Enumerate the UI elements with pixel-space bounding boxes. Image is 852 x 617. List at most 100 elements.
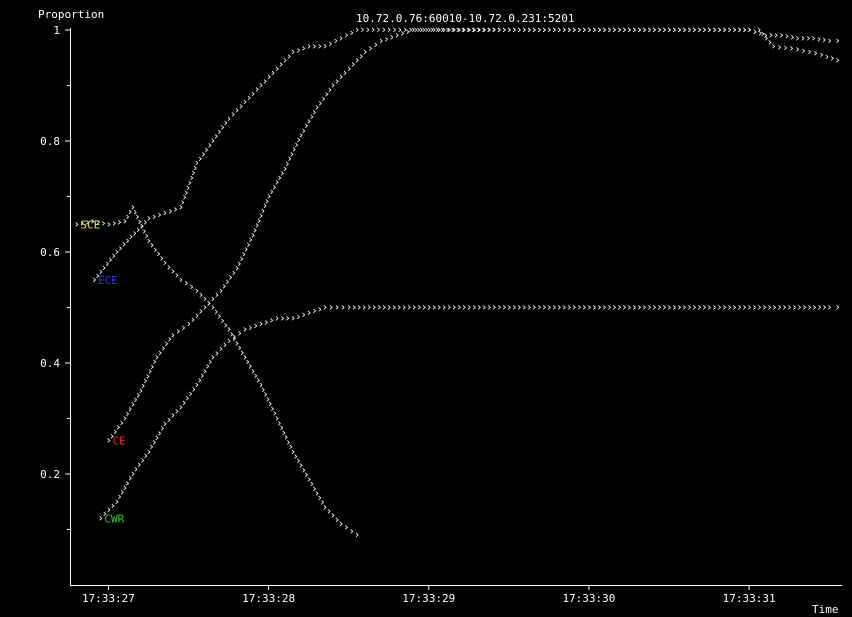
data-point: ›	[266, 190, 273, 203]
interp-marker: ›	[646, 301, 653, 314]
interp-marker: ›	[756, 301, 763, 314]
data-point: ›	[298, 128, 305, 141]
interp-marker: ›	[511, 23, 518, 36]
interp-marker: ›	[115, 420, 122, 433]
interp-marker: ›	[240, 247, 247, 260]
interp-marker: ›	[129, 398, 136, 411]
interp-marker: ›	[381, 301, 388, 314]
interp-marker: ›	[741, 23, 748, 36]
interp-marker: ›	[596, 23, 603, 36]
interp-marker: ›	[741, 301, 748, 314]
interp-marker: ›	[185, 181, 192, 194]
interp-marker: ›	[254, 219, 261, 232]
interp-marker: ›	[576, 301, 583, 314]
x-tick-label: 17:33:31	[723, 592, 776, 605]
data-point: ›	[818, 48, 825, 61]
interp-marker: ›	[636, 23, 643, 36]
interp-marker: ›	[671, 23, 678, 36]
data-point: ›	[218, 284, 225, 297]
data-point: ›	[226, 323, 233, 336]
interp-marker: ›	[238, 99, 245, 112]
interp-marker: ›	[327, 37, 334, 50]
interp-marker: ›	[686, 301, 693, 314]
data-point: ›	[506, 301, 513, 314]
interp-marker: ›	[656, 301, 663, 314]
interp-marker: ›	[136, 215, 143, 228]
interp-marker: ›	[135, 223, 142, 236]
interp-marker: ›	[124, 234, 131, 247]
interp-marker: ›	[651, 23, 658, 36]
interp-marker: ›	[186, 176, 193, 189]
data-point: ›	[378, 34, 385, 47]
interp-marker: ›	[621, 301, 628, 314]
interp-marker: ›	[101, 261, 108, 274]
data-point: ›	[290, 445, 297, 458]
x-axis-label: Time	[812, 603, 839, 616]
interp-marker: ›	[475, 23, 482, 36]
interp-marker: ›	[330, 509, 337, 522]
data-point: ›	[258, 378, 265, 391]
interp-marker: ›	[801, 301, 808, 314]
interp-marker: ›	[399, 27, 406, 40]
interp-marker: ›	[806, 301, 813, 314]
interp-marker: ›	[546, 301, 553, 314]
interp-marker: ›	[247, 321, 254, 334]
interp-marker: ›	[576, 23, 583, 36]
interp-marker: ›	[138, 219, 145, 232]
y-ticks: 0.2 0.4 0.6 0.8 1	[40, 24, 70, 530]
interp-marker: ›	[436, 23, 443, 36]
interp-marker: ›	[691, 23, 698, 36]
interp-marker: ›	[224, 275, 231, 288]
interp-marker: ›	[172, 202, 179, 215]
interp-marker: ›	[340, 301, 347, 314]
interp-marker: ›	[179, 196, 186, 209]
interp-marker: ›	[763, 31, 770, 44]
interp-marker: ›	[236, 326, 243, 339]
data-point: ›	[330, 79, 337, 92]
interp-marker: ›	[651, 23, 658, 36]
interp-marker: ›	[681, 23, 688, 36]
interp-marker: ›	[127, 205, 134, 218]
interp-marker: ›	[174, 269, 181, 282]
data-point: ›	[290, 312, 297, 325]
data-point: ›	[794, 31, 801, 44]
interp-marker: ›	[686, 23, 693, 36]
interp-marker: ›	[741, 23, 748, 36]
interp-marker: ›	[383, 32, 390, 45]
interp-marker: ›	[163, 337, 170, 350]
interp-marker: ›	[631, 301, 638, 314]
data-point: ›	[402, 23, 409, 36]
data-point: ›	[274, 62, 281, 75]
interp-marker: ›	[661, 23, 668, 36]
series-layer: › › › › › › › › › › › › › › › › › › › › › › › › › › › › › › › › › › › › › › › ›…	[73, 23, 840, 541]
interp-marker: ›	[824, 50, 831, 63]
data-point: ›	[810, 31, 817, 44]
interp-marker: ›	[234, 103, 241, 116]
interp-marker: ›	[391, 23, 398, 36]
interp-marker: ›	[696, 23, 703, 36]
interp-marker: ›	[471, 23, 478, 36]
interp-marker: ›	[415, 23, 422, 36]
interp-marker: ›	[260, 204, 267, 217]
data-point: ›	[178, 400, 185, 413]
interp-marker: ›	[112, 425, 119, 438]
interp-marker: ›	[541, 23, 548, 36]
interp-marker: ›	[412, 23, 419, 36]
interp-marker: ›	[300, 42, 307, 55]
interp-marker: ›	[149, 238, 156, 251]
interp-marker: ›	[456, 301, 463, 314]
interp-marker: ›	[216, 309, 223, 322]
interp-marker: ›	[358, 49, 365, 62]
data-point: ›	[129, 201, 136, 214]
interp-marker: ›	[646, 23, 653, 36]
interp-marker: ›	[166, 333, 173, 346]
interp-marker: ›	[441, 301, 448, 314]
interp-marker: ›	[616, 23, 623, 36]
interp-marker: ›	[306, 115, 313, 128]
interp-marker: ›	[396, 23, 403, 36]
interp-marker: ›	[480, 23, 487, 36]
interp-marker: ›	[444, 23, 451, 36]
interp-marker: ›	[175, 325, 182, 338]
interp-marker: ›	[566, 23, 573, 36]
interp-marker: ›	[701, 23, 708, 36]
